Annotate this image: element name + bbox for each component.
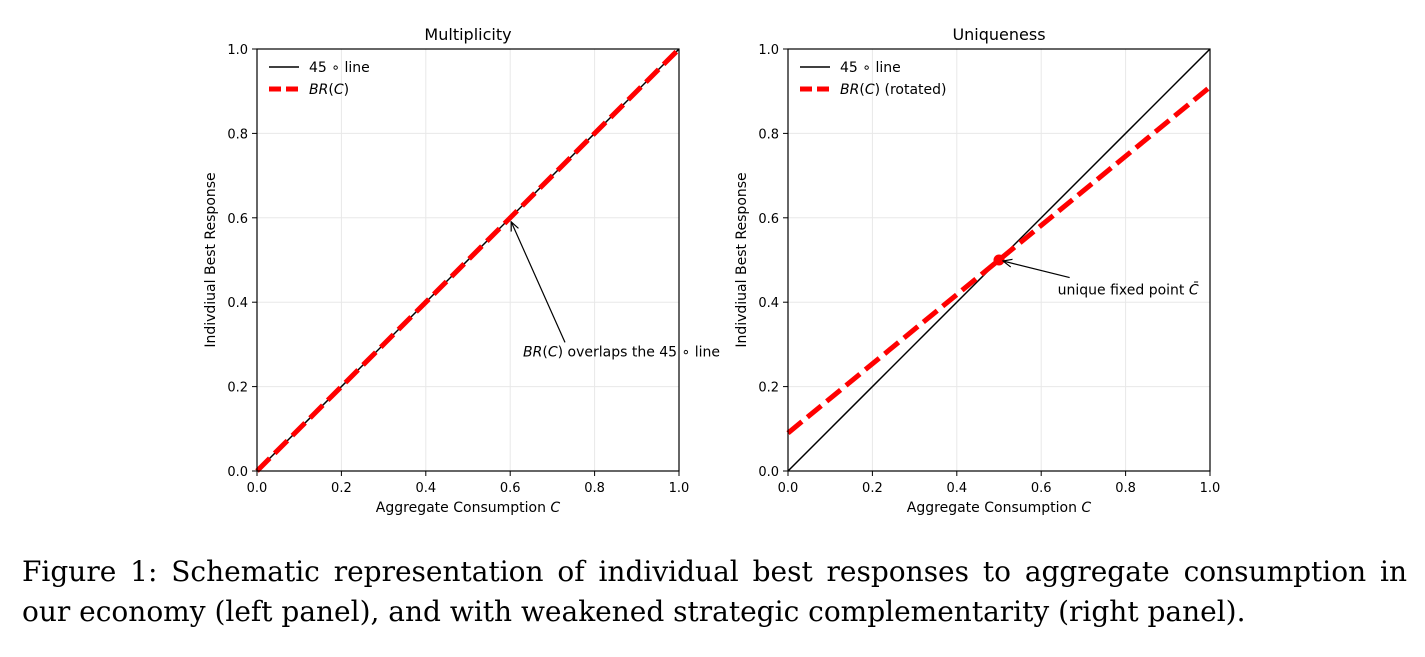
x-tick-label: 0.0 — [247, 481, 268, 496]
y-tick-label: 0.6 — [227, 212, 248, 227]
annotation-arrow — [511, 222, 566, 343]
y-tick-label: 0.0 — [758, 465, 779, 480]
annotation-arrow — [1003, 261, 1070, 279]
legend-label-2: BR(C) (rotated) — [840, 82, 947, 98]
y-tick-label: 1.0 — [758, 43, 779, 58]
x-tick-label: 0.2 — [331, 481, 352, 496]
x-tick-label: 0.6 — [500, 481, 521, 496]
legend-label-1: 45 ∘ line — [309, 60, 370, 76]
x-tick-label: 0.4 — [415, 481, 436, 496]
x-tick-label: 0.8 — [1115, 481, 1136, 496]
x-tick-label: 1.0 — [1200, 481, 1221, 496]
x-tick-label: 0.4 — [946, 481, 967, 496]
series-line-1 — [256, 48, 680, 472]
y-tick-label: 0.4 — [227, 296, 248, 311]
y-axis-label: Indivdiual Best Response — [734, 172, 750, 347]
y-tick-label: 0.4 — [758, 296, 779, 311]
panel-title: Multiplicity — [424, 25, 511, 44]
axes-frame — [787, 48, 1211, 472]
x-tick-label: 0.6 — [1031, 481, 1052, 496]
y-tick-label: 0.0 — [227, 465, 248, 480]
annotation-text: unique fixed point C̄ — [1058, 281, 1199, 299]
y-tick-label: 0.2 — [227, 381, 248, 396]
x-tick-label: 0.8 — [584, 481, 605, 496]
y-tick-label: 0.6 — [758, 212, 779, 227]
y-tick-label: 1.0 — [227, 43, 248, 58]
legend-label-1: 45 ∘ line — [840, 60, 901, 76]
figure-caption: Figure 1: Schematic representation of in… — [22, 555, 1407, 628]
y-tick-label: 0.8 — [227, 127, 248, 142]
x-tick-label: 0.2 — [862, 481, 883, 496]
y-axis-label: Indivdiual Best Response — [203, 172, 219, 347]
fixed-point-marker — [993, 254, 1005, 266]
y-tick-label: 0.8 — [758, 127, 779, 142]
x-axis-label: Aggregate Consumption C — [907, 500, 1092, 516]
chart-panel-2: 0.0 0.2 0.4 0.6 0.8 1.0 0.0 0.2 0.4 0.6 0.8 1.0 Uniq… — [734, 25, 1220, 516]
x-tick-label: 0.0 — [778, 481, 799, 496]
panel-title: Uniqueness — [952, 25, 1045, 44]
y-tick-label: 0.2 — [758, 381, 779, 396]
legend-label-2: BR(C) — [309, 82, 349, 98]
axes-frame — [256, 48, 680, 472]
x-axis-label: Aggregate Consumption C — [376, 500, 561, 516]
x-tick-label: 1.0 — [669, 481, 690, 496]
annotation-text: BR(C) overlaps the 45 ∘ line — [523, 344, 720, 360]
series-line-2 — [786, 85, 1212, 435]
chart-panel-1: 0.0 0.2 0.4 0.6 0.8 1.0 0.0 0.2 0.4 0.6 0.8 1.0 Mult… — [203, 25, 720, 516]
figure-canvas: 0.0 0.2 0.4 0.6 0.8 1.0 0.0 0.2 0.4 0.6 0.8 1.0 Mult… — [203, 25, 1220, 516]
